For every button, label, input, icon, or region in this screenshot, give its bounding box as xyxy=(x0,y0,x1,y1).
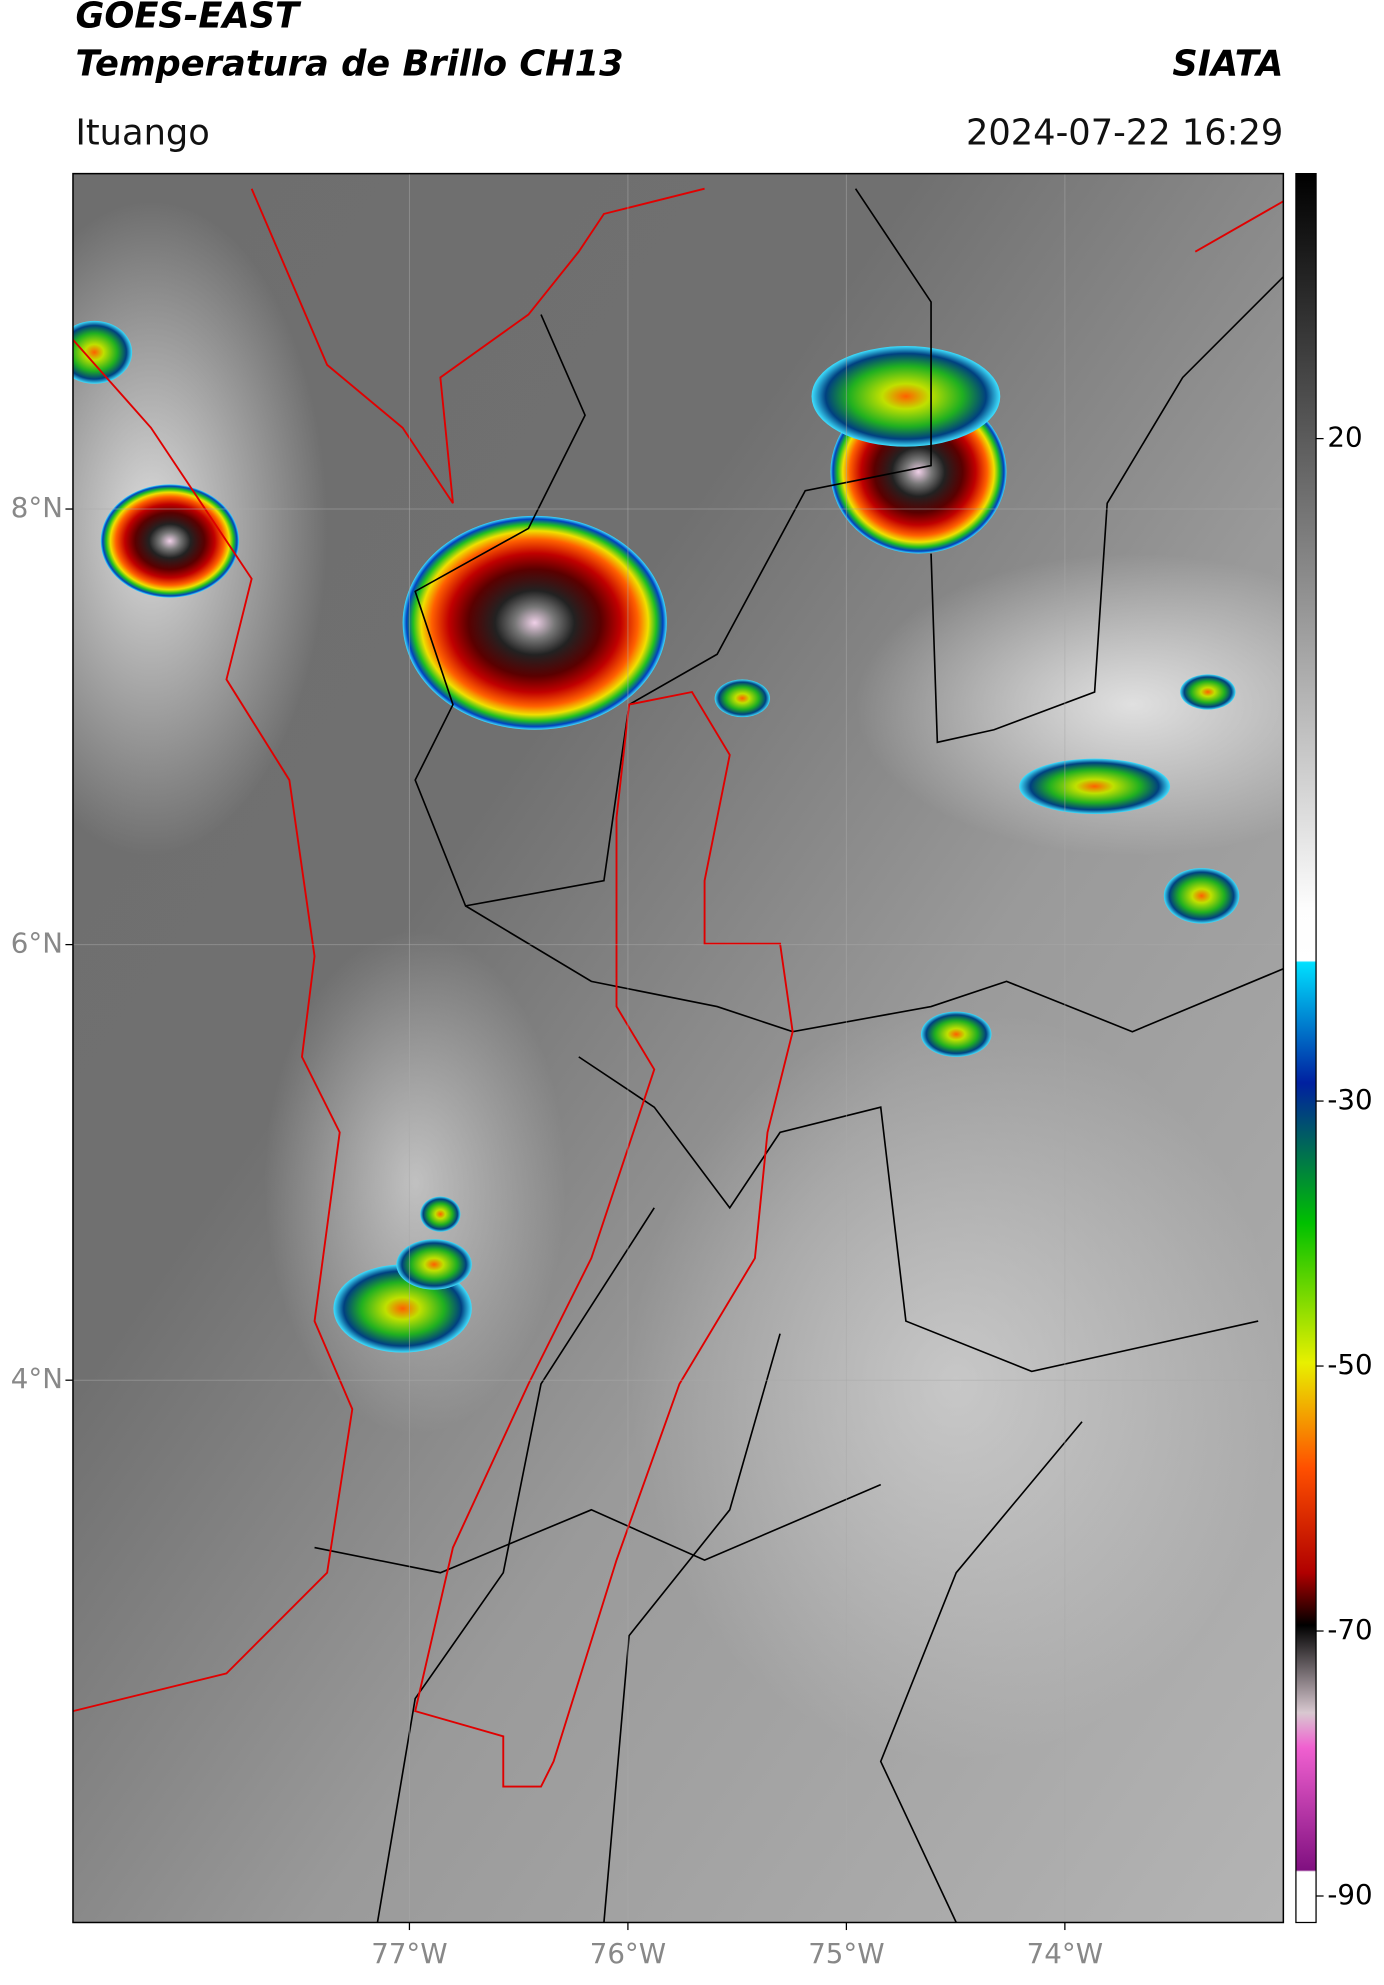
brand: SIATA xyxy=(1172,43,1283,84)
colorbar-tick-label: -50 xyxy=(1327,1348,1372,1381)
colorbar-tick-label: -30 xyxy=(1327,1083,1372,1116)
x-tick-label: 76°W xyxy=(590,1937,666,1970)
map-image xyxy=(72,173,1284,1923)
colorbar xyxy=(1295,172,1317,1924)
colorbar-tick-label: -90 xyxy=(1327,1878,1372,1911)
y-tick-label: 4°N xyxy=(11,1362,63,1395)
y-tick-label: 8°N xyxy=(11,491,63,524)
y-tick-label: 6°N xyxy=(11,927,63,960)
x-tick-label: 77°W xyxy=(371,1937,447,1970)
map-frame xyxy=(72,172,1285,1924)
location: Ituango xyxy=(75,113,209,154)
x-tick-label: 74°W xyxy=(1027,1937,1103,1970)
title: GOES-EAST xyxy=(75,0,302,37)
colorbar-tick-label: 20 xyxy=(1327,421,1362,454)
colorbar-tick-label: -70 xyxy=(1327,1613,1372,1646)
x-tick-label: 75°W xyxy=(808,1937,884,1970)
subtitle: Temperatura de Brillo CH13 xyxy=(75,43,623,84)
timestamp: 2024-07-22 16:29 xyxy=(966,113,1283,154)
